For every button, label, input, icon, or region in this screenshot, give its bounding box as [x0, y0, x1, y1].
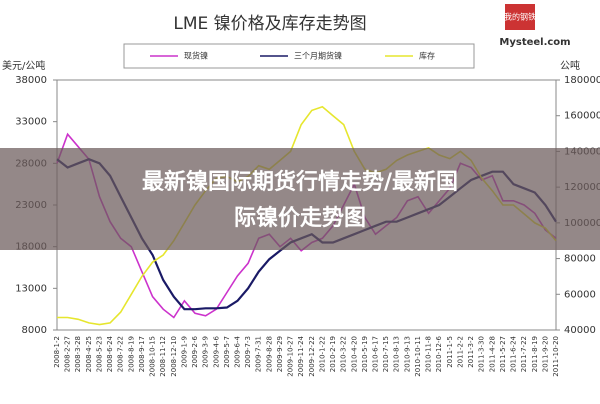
x-tick-label: 2009-11-24 — [297, 335, 305, 376]
x-tick-label: 2009-2-6 — [191, 335, 199, 367]
x-tick-label: 2008-11-12 — [159, 336, 167, 377]
x-tick-label: 2010-8-13 — [393, 336, 401, 372]
y-tick-label: 38000 — [15, 75, 47, 86]
x-tick-label: 2009-5-7 — [223, 336, 231, 368]
x-tick-label: 2010-3-22 — [340, 336, 348, 372]
y2-tick-label: 80000 — [564, 254, 596, 265]
x-tick-label: 2008-1-2 — [53, 336, 61, 368]
x-tick-label: 2008-7-22 — [117, 336, 125, 372]
x-tick-label: 2011-8-19 — [531, 336, 539, 372]
logo-box — [505, 4, 535, 30]
x-tick-label: 2009-4-6 — [212, 335, 220, 367]
x-tick-label: 2009-7-31 — [255, 336, 263, 372]
x-tick-label: 2008-3-28 — [74, 336, 82, 372]
x-tick-label: 2009-3-9 — [202, 336, 210, 368]
y-tick-label: 33000 — [15, 117, 47, 128]
x-tick-label: 2011-10-20 — [552, 336, 560, 377]
x-tick-label: 2011-6-24 — [510, 335, 518, 372]
banner-text: 最新镍国际期货行情走势/最新国 — [142, 169, 458, 195]
x-tick-label: 2010-9-13 — [403, 336, 411, 372]
x-tick-label: 2011-3-30 — [478, 336, 486, 372]
x-tick-label: 2011-5-27 — [499, 336, 507, 372]
x-tick-label: 2009-6-4 — [233, 335, 241, 367]
legend-label: 现货镍 — [184, 51, 208, 61]
x-tick-label: 2011-4-28 — [488, 336, 496, 372]
x-tick-label: 2009-9-29 — [276, 336, 284, 372]
x-tick-label: 2011-3-2 — [467, 336, 475, 368]
legend-label: 三个月期货镍 — [294, 51, 342, 61]
y-tick-label: 13000 — [15, 283, 47, 294]
y2-tick-label: 60000 — [564, 289, 596, 300]
x-tick-label: 2010-6-17 — [372, 336, 380, 372]
x-tick-label: 2011-2-2 — [456, 336, 464, 368]
x-tick-label: 2008-10-15 — [149, 336, 157, 377]
banner-text: 际镍价走势图 — [234, 205, 366, 231]
x-tick-label: 2008-2-27 — [64, 336, 72, 372]
y-axis-label: 美元/公吨 — [2, 59, 45, 72]
x-tick-label: 2010-5-19 — [361, 336, 369, 372]
x-tick-label: 2010-4-20 — [350, 336, 358, 372]
y2-tick-label: 180000 — [564, 75, 600, 86]
x-tick-label: 2010-1-22 — [318, 336, 326, 372]
legend-label: 库存 — [419, 51, 435, 61]
logo-mark: 我的钢铁 — [504, 12, 536, 22]
x-tick-label: 2010-7-15 — [382, 336, 390, 372]
x-tick-label: 2008-8-19 — [127, 336, 135, 372]
x-tick-label: 2008-5-23 — [95, 336, 103, 372]
y-tick-label: 8000 — [22, 325, 47, 336]
x-tick-label: 2009-8-28 — [265, 336, 273, 372]
x-tick-label: 2008-9-17 — [138, 336, 146, 372]
x-tick-label: 2008-6-24 — [106, 335, 114, 372]
x-tick-label: 2009-12-22 — [308, 336, 316, 377]
y2-tick-label: 40000 — [564, 325, 596, 336]
y2-axis-label: 公吨 — [560, 59, 580, 72]
legend — [123, 43, 475, 69]
x-tick-label: 2011-1-5 — [446, 336, 454, 368]
x-tick-label: 2010-2-19 — [329, 336, 337, 372]
x-tick-label: 2010-10-11 — [414, 336, 422, 377]
x-tick-label: 2008-12-10 — [170, 336, 178, 377]
logo-site: Mysteel.com — [499, 37, 570, 48]
x-tick-label: 2010-12-6 — [435, 335, 443, 372]
x-tick-label: 2011-9-20 — [541, 336, 549, 372]
y2-tick-label: 160000 — [564, 111, 600, 122]
banner — [0, 148, 600, 250]
x-tick-label: 2010-11-8 — [425, 336, 433, 372]
x-tick-label: 2008-4-25 — [85, 336, 93, 372]
x-tick-label: 2011-7-22 — [520, 336, 528, 372]
chart-title: LME 镍价格及库存走势图 — [173, 14, 366, 34]
x-tick-label: 2009-1-9 — [180, 336, 188, 368]
x-tick-label: 2009-10-27 — [287, 336, 295, 377]
x-tick-label: 2009-7-3 — [244, 336, 252, 368]
